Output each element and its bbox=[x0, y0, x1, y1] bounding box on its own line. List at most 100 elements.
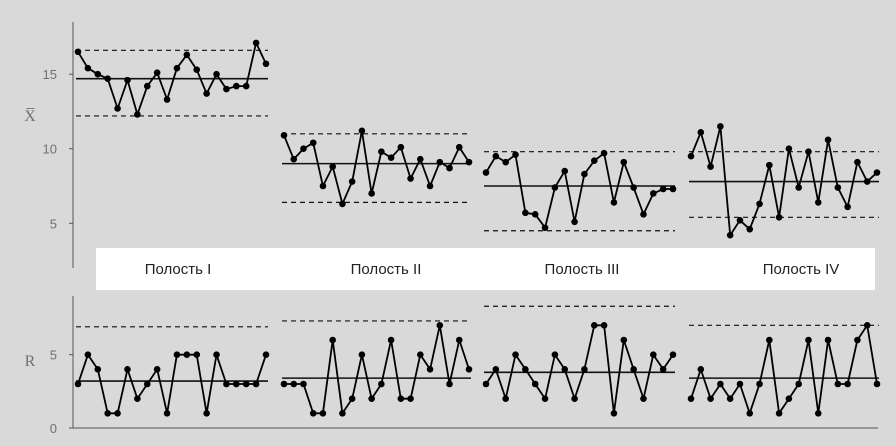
data-point bbox=[124, 76, 131, 84]
data-point bbox=[512, 351, 519, 358]
data-point bbox=[600, 149, 608, 157]
data-point bbox=[482, 169, 490, 176]
data-point bbox=[163, 96, 171, 103]
data-point bbox=[329, 163, 336, 170]
data-point bbox=[262, 351, 270, 358]
data-point bbox=[280, 132, 288, 139]
data-point bbox=[502, 395, 509, 402]
range-segment-3 bbox=[482, 305, 677, 417]
data-point bbox=[502, 158, 509, 166]
data-point bbox=[242, 82, 250, 90]
data-point bbox=[300, 145, 307, 153]
data-point bbox=[262, 60, 270, 68]
y-tick-label: 10 bbox=[43, 142, 57, 157]
data-point bbox=[397, 395, 405, 402]
data-point bbox=[717, 123, 724, 130]
cavity-label-3: Полость III bbox=[545, 261, 620, 278]
data-point bbox=[183, 51, 191, 59]
data-point bbox=[290, 380, 298, 388]
data-point bbox=[387, 154, 395, 161]
data-point bbox=[873, 380, 881, 388]
data-point bbox=[824, 136, 832, 144]
cavity-label-1: Полость I bbox=[145, 261, 212, 278]
data-point bbox=[785, 395, 793, 402]
range-segment-1 bbox=[74, 326, 270, 417]
xbar-axis-label: X̅ bbox=[24, 107, 36, 125]
data-point bbox=[84, 64, 92, 72]
data-point bbox=[173, 64, 181, 72]
data-point bbox=[844, 203, 851, 211]
data-point bbox=[446, 164, 453, 172]
data-point bbox=[746, 225, 754, 233]
cavity-label-4: Полость IV bbox=[763, 261, 840, 278]
data-point bbox=[854, 336, 861, 344]
data-point bbox=[707, 395, 714, 402]
data-point bbox=[717, 380, 724, 388]
data-point bbox=[630, 184, 637, 191]
data-point bbox=[203, 90, 210, 97]
data-point bbox=[650, 351, 657, 358]
data-point bbox=[329, 336, 336, 344]
data-point bbox=[465, 158, 473, 166]
data-point bbox=[417, 351, 424, 358]
data-point bbox=[193, 351, 201, 358]
data-point bbox=[766, 336, 773, 344]
data-point bbox=[94, 366, 102, 373]
data-point bbox=[814, 199, 822, 206]
data-point bbox=[426, 182, 434, 190]
data-point bbox=[319, 410, 327, 417]
data-point bbox=[368, 190, 375, 197]
data-point bbox=[492, 366, 500, 373]
data-point bbox=[114, 410, 121, 417]
range-axis-label: R bbox=[25, 353, 36, 370]
data-point bbox=[854, 158, 861, 166]
data-point bbox=[143, 380, 151, 388]
xbar-segment-2 bbox=[280, 127, 473, 208]
data-point bbox=[541, 395, 549, 402]
series-line bbox=[485, 151, 673, 230]
data-point bbox=[455, 336, 463, 344]
data-point bbox=[153, 366, 161, 373]
data-point bbox=[309, 410, 317, 417]
data-point bbox=[339, 200, 346, 208]
data-point bbox=[417, 155, 424, 163]
data-point bbox=[173, 351, 181, 358]
data-point bbox=[795, 380, 802, 388]
data-point bbox=[687, 152, 695, 160]
data-point bbox=[358, 127, 366, 135]
data-point bbox=[795, 184, 802, 191]
data-point bbox=[707, 163, 714, 170]
data-point bbox=[223, 380, 230, 388]
data-point bbox=[659, 185, 667, 193]
data-point bbox=[309, 139, 317, 147]
cavity-label-2: Полость II bbox=[351, 261, 422, 278]
data-point bbox=[726, 231, 734, 239]
data-point bbox=[620, 158, 628, 166]
xbar-segment-1 bbox=[74, 39, 270, 118]
data-point bbox=[455, 143, 463, 151]
data-point bbox=[223, 85, 230, 93]
data-point bbox=[143, 82, 151, 90]
data-point bbox=[697, 129, 705, 136]
y-tick-label: 5 bbox=[50, 348, 57, 363]
data-point bbox=[805, 148, 812, 156]
data-point bbox=[785, 145, 793, 153]
data-point bbox=[531, 380, 539, 388]
data-point bbox=[203, 410, 210, 417]
data-point bbox=[407, 175, 414, 182]
data-point bbox=[581, 170, 588, 178]
data-point bbox=[300, 380, 307, 388]
series-line bbox=[283, 130, 470, 207]
data-point bbox=[183, 351, 191, 358]
data-point bbox=[775, 410, 783, 417]
data-point bbox=[650, 190, 657, 197]
data-point bbox=[134, 395, 141, 402]
data-point bbox=[736, 216, 744, 224]
data-point bbox=[726, 395, 734, 402]
data-point bbox=[805, 336, 812, 344]
data-point bbox=[436, 322, 444, 329]
data-point bbox=[640, 211, 647, 218]
cavity-label-band: Полость I Полость II Полость III Полость IV bbox=[96, 248, 875, 290]
data-point bbox=[339, 410, 346, 417]
